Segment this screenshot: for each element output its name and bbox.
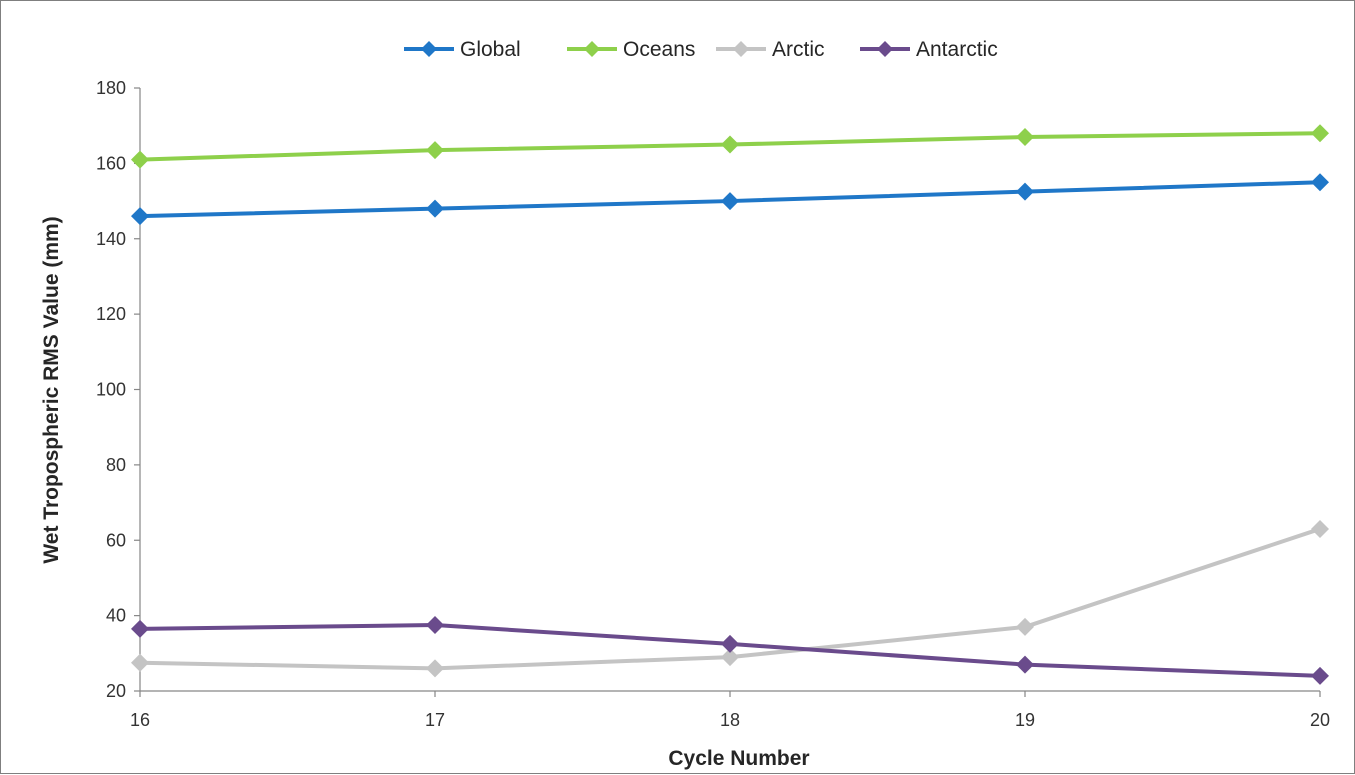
y-tick-label: 140	[96, 229, 126, 249]
legend-label: Arctic	[772, 38, 825, 61]
data-point	[131, 653, 149, 672]
legend-marker	[421, 41, 437, 57]
y-axis-title: Wet Tropospheric RMS Value (mm)	[40, 216, 63, 563]
legend-marker	[733, 41, 749, 57]
data-point	[426, 199, 444, 218]
data-point	[1016, 182, 1034, 201]
data-point	[1016, 655, 1034, 674]
y-tick-label: 40	[106, 606, 126, 626]
data-point	[1311, 124, 1329, 143]
y-tick-label: 80	[106, 455, 126, 475]
axes: 20 40 60 80 100 120 140 160 180 16 17 18 19 20	[96, 78, 1330, 730]
x-axis-title: Cycle Number	[668, 747, 809, 770]
x-tick-label: 17	[425, 710, 445, 730]
y-tick-label: 20	[106, 681, 126, 701]
data-point	[426, 141, 444, 160]
series-layer	[131, 124, 1329, 685]
data-point	[1311, 173, 1329, 192]
legend-marker	[877, 41, 893, 57]
legend-item-arctic: Arctic	[716, 38, 825, 61]
legend-label: Oceans	[623, 38, 695, 61]
data-point	[131, 207, 149, 226]
data-point	[721, 648, 739, 667]
data-point	[721, 634, 739, 653]
data-point	[721, 135, 739, 154]
series-oceans	[131, 124, 1329, 169]
y-tick-label: 60	[106, 530, 126, 550]
legend-item-antarctic: Antarctic	[860, 38, 998, 61]
data-point	[1016, 127, 1034, 146]
data-point	[1311, 519, 1329, 538]
data-point	[426, 616, 444, 635]
y-tick-label: 100	[96, 380, 126, 400]
legend-marker	[584, 41, 600, 57]
x-tick-label: 19	[1015, 710, 1035, 730]
data-point	[131, 150, 149, 169]
y-tick-label: 160	[96, 153, 126, 173]
x-tick-label: 20	[1310, 710, 1330, 730]
series-arctic	[131, 519, 1329, 678]
data-point	[1311, 666, 1329, 685]
data-point	[426, 659, 444, 678]
series-global	[131, 173, 1329, 226]
x-tick-label: 18	[720, 710, 740, 730]
data-point	[1016, 617, 1034, 636]
data-point	[131, 619, 149, 638]
legend-label: Antarctic	[916, 38, 998, 61]
x-tick-label: 16	[130, 710, 150, 730]
series-antarctic	[131, 616, 1329, 685]
y-tick-label: 180	[96, 78, 126, 98]
legend: Global Oceans Arctic Antarctic	[404, 38, 998, 61]
y-tick-label: 120	[96, 304, 126, 324]
legend-item-global: Global	[404, 38, 521, 61]
legend-label: Global	[460, 38, 521, 61]
legend-item-oceans: Oceans	[567, 38, 695, 61]
data-point	[721, 192, 739, 211]
